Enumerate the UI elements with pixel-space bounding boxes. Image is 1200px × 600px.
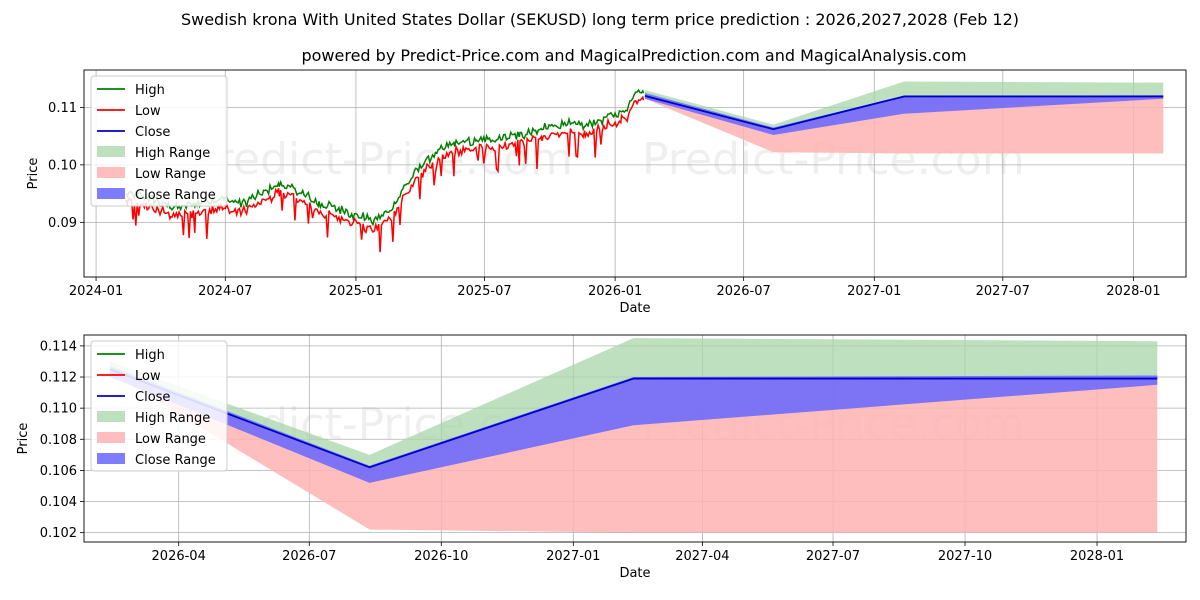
- x-tick-label: 2027-07: [976, 284, 1030, 299]
- x-tick-label: 2026-04: [152, 549, 206, 564]
- axes-frame: [83, 334, 1187, 543]
- legend-swatch: [97, 188, 125, 199]
- y-axis-label: Price: [26, 158, 41, 190]
- high-range-band: [644, 81, 1164, 130]
- grid: [84, 70, 1186, 277]
- close-range-band: [644, 93, 1164, 135]
- legend-label: High Range: [135, 411, 210, 426]
- y-tick-label: 0.108: [40, 433, 77, 448]
- y-tick-label: 0.104: [40, 495, 77, 510]
- legend-label: Close Range: [135, 188, 216, 203]
- y-tick-label: 0.106: [40, 464, 77, 479]
- legend: High Low Close High Range Low Range Close Ran…: [90, 340, 228, 472]
- x-tick-label: 2027-01: [546, 549, 600, 564]
- plot-area: [109, 338, 1158, 533]
- y-tick-label: 0.102: [40, 526, 77, 541]
- legend-label: Low: [135, 369, 161, 384]
- x-tick-label: 2026-10: [414, 549, 468, 564]
- y-tick-label: 0.110: [40, 402, 77, 417]
- chart-subtitle: powered by Predict-Price.com and Magical…: [301, 46, 966, 65]
- y-axis-label: Price: [16, 423, 31, 455]
- plot-area: [125, 81, 1164, 253]
- close-forecast-line: [644, 95, 1164, 131]
- x-tick-label: 2028-01: [1106, 284, 1160, 299]
- chart-title: Swedish krona With United States Dollar …: [181, 10, 1019, 29]
- x-tick-label: 2026-07: [282, 549, 336, 564]
- legend-label: Low Range: [135, 167, 206, 182]
- axes-frame: [83, 69, 1187, 278]
- legend-swatch: [97, 146, 125, 157]
- x-tick-label: 2027-04: [675, 549, 729, 564]
- x-axis-label: Date: [619, 566, 650, 581]
- low-range-band: [644, 95, 1164, 154]
- x-tick-label: 2024-01: [69, 284, 123, 299]
- y-tick-label: 0.114: [40, 339, 77, 354]
- legend-swatch: [97, 432, 125, 443]
- legend-swatch: [97, 411, 125, 422]
- legend-label: High: [135, 83, 165, 98]
- legend-label: Close Range: [135, 453, 216, 468]
- y-tick-label: 0.09: [48, 216, 77, 231]
- bottom-panel: Predict-Price.comPredict-Price.com2026-0…: [16, 334, 1187, 581]
- legend-swatch: [97, 167, 125, 178]
- legend-label: Low Range: [135, 432, 206, 447]
- x-tick-label: 2026-07: [716, 284, 770, 299]
- x-tick-label: 2025-01: [329, 284, 383, 299]
- y-tick-label: 0.10: [48, 158, 77, 173]
- legend-label: Close: [135, 125, 170, 140]
- x-tick-label: 2024-07: [198, 284, 252, 299]
- legend-swatch: [97, 453, 125, 464]
- top-panel: Predict-Price.com Predict-Price.com2024-0…: [26, 69, 1187, 316]
- low-range-band: [109, 369, 1158, 533]
- x-tick-label: 2026-01: [588, 284, 642, 299]
- x-tick-label: 2025-07: [457, 284, 511, 299]
- watermark-text: Predict-Price.com: [190, 134, 573, 185]
- close-range-band: [109, 366, 1158, 483]
- x-axis-label: Date: [619, 301, 650, 316]
- close-forecast-line: [109, 368, 1158, 469]
- x-tick-label: 2028-01: [1070, 549, 1124, 564]
- y-tick-label: 0.11: [48, 101, 77, 116]
- legend: High Low Close High Range Low Range Close Ran…: [90, 75, 228, 207]
- y-tick-label: 0.112: [40, 371, 77, 386]
- x-tick-label: 2027-10: [938, 549, 992, 564]
- legend-label: High Range: [135, 146, 210, 161]
- x-tick-label: 2027-01: [847, 284, 901, 299]
- legend-label: Close: [135, 390, 170, 405]
- legend-label: High: [135, 348, 165, 363]
- legend-label: Low: [135, 104, 161, 119]
- x-tick-label: 2027-07: [806, 549, 860, 564]
- low-history-line: [125, 95, 645, 253]
- high-range-band: [109, 338, 1158, 468]
